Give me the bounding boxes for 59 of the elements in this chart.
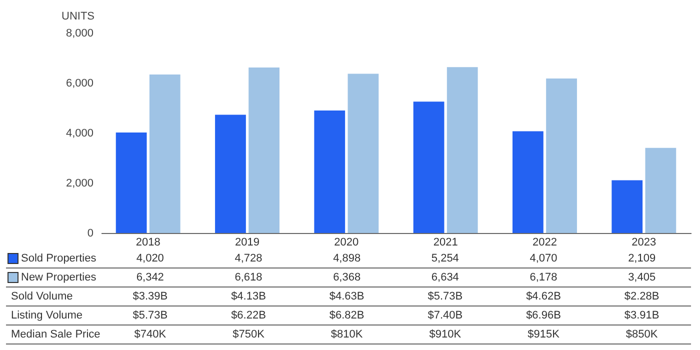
bar [348, 74, 379, 233]
text: $7.40B [428, 310, 463, 322]
text: $850K [626, 328, 658, 340]
data-label: 4,020 [136, 252, 164, 264]
bar [612, 180, 643, 233]
data-label: 6,368 [333, 272, 361, 284]
text: $6.96B [526, 310, 561, 322]
text: Sold Volume [11, 290, 73, 302]
data-label: 6,342 [136, 272, 164, 284]
bar [645, 148, 676, 233]
x-tick-label: 2018 [136, 236, 160, 248]
bar [546, 78, 577, 233]
text: $910K [429, 328, 462, 340]
legend-label: New Properties [21, 272, 97, 284]
text: $4.62B [526, 290, 561, 302]
data-label: 5,254 [431, 252, 459, 264]
x-tick-label: 2022 [532, 236, 557, 248]
data-label: 6,178 [530, 272, 558, 284]
text: $4.63B [329, 290, 364, 302]
text: $3.39B [132, 290, 168, 302]
x-tick-label: 2020 [334, 236, 359, 248]
y-tick-label: 4,000 [66, 128, 94, 140]
data-label: 4,898 [333, 252, 361, 264]
text: Listing Volume [11, 310, 83, 322]
y-tick-label: 2,000 [66, 178, 94, 190]
y-axis-title: UNITS [62, 10, 94, 22]
bar [314, 110, 346, 233]
x-tick-label: 2021 [433, 236, 458, 248]
bar [248, 68, 280, 233]
bar [215, 114, 246, 233]
data-label: 4,070 [530, 252, 558, 264]
text: $810K [330, 328, 364, 340]
x-tick-label: 2019 [235, 236, 260, 248]
legend-label: Sold Properties [21, 252, 97, 264]
text: $2.28B [624, 290, 660, 302]
text: $6.22B [231, 310, 266, 322]
text: $740K [134, 328, 167, 340]
x-tick-label: 2023 [632, 236, 656, 248]
y-tick-label: 0 [87, 228, 94, 240]
data-label: 6,618 [234, 272, 262, 284]
data-label: 3,405 [628, 272, 656, 284]
y-tick-label: 8,000 [66, 28, 94, 40]
text: $4.13B [231, 290, 266, 302]
bar [446, 67, 478, 233]
text: Median Sale Price [11, 328, 100, 340]
bar [512, 131, 544, 233]
bar [149, 74, 180, 233]
data-label: 2,109 [628, 252, 656, 264]
text: $5.73B [428, 290, 463, 302]
y-tick-label: 6,000 [66, 78, 94, 90]
text: $3.91B [624, 310, 660, 322]
text: $5.73B [132, 310, 168, 322]
text: $750K [232, 328, 266, 340]
data-label: 4,728 [234, 252, 262, 264]
bar [116, 132, 147, 233]
data-label: 6,634 [431, 272, 459, 284]
text: $915K [528, 328, 560, 340]
bar [413, 102, 444, 233]
text: $6.82B [329, 310, 364, 322]
